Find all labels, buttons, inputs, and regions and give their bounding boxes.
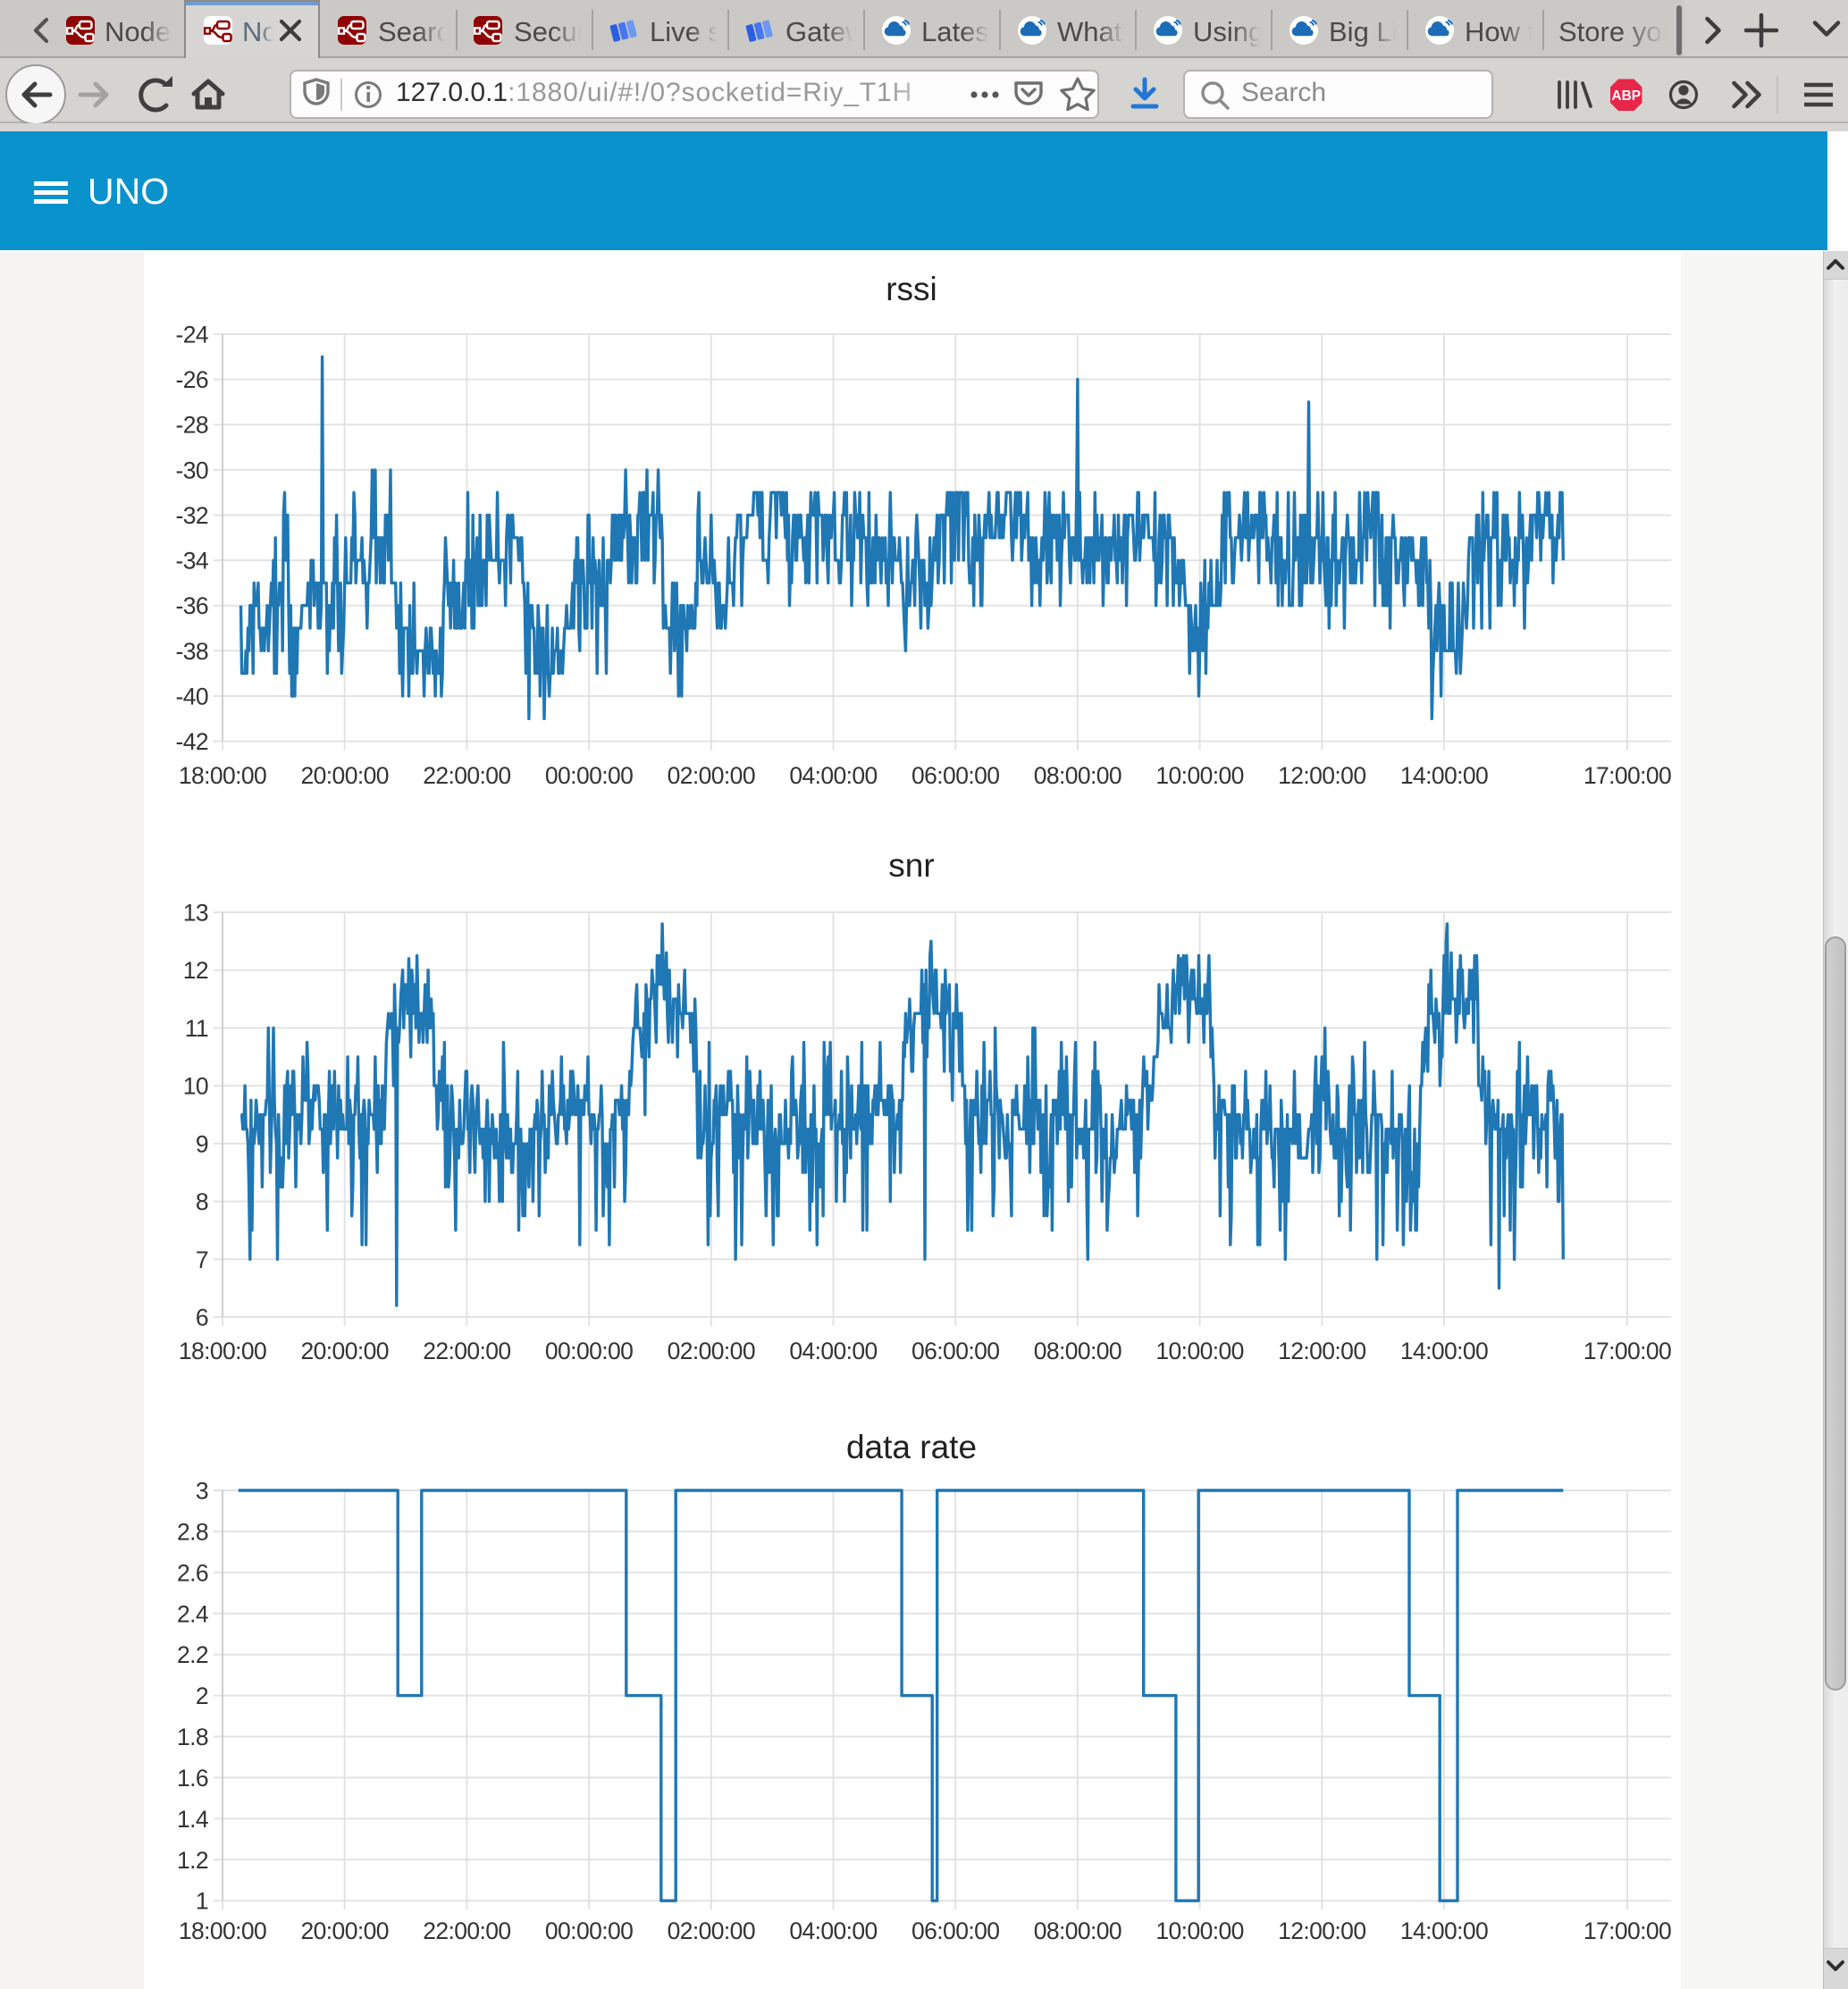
svg-text:04:00:00: 04:00:00 [789, 762, 877, 789]
svg-text:12:00:00: 12:00:00 [1278, 762, 1365, 789]
svg-text:20:00:00: 20:00:00 [301, 1918, 389, 1944]
svg-text:1.4: 1.4 [177, 1806, 208, 1833]
svg-text:1.2: 1.2 [177, 1847, 208, 1874]
svg-text:7: 7 [196, 1246, 208, 1273]
svg-text:-32: -32 [175, 502, 208, 529]
svg-text:2.6: 2.6 [177, 1559, 208, 1586]
svg-text:06:00:00: 06:00:00 [911, 762, 999, 789]
svg-text:14:00:00: 14:00:00 [1400, 762, 1488, 789]
svg-text:08:00:00: 08:00:00 [1034, 1918, 1121, 1944]
svg-text:-38: -38 [175, 638, 208, 665]
svg-text:1: 1 [196, 1888, 208, 1915]
svg-text:18:00:00: 18:00:00 [179, 1338, 266, 1364]
svg-text:06:00:00: 06:00:00 [911, 1918, 999, 1944]
svg-text:08:00:00: 08:00:00 [1034, 762, 1121, 789]
svg-text:06:00:00: 06:00:00 [911, 1338, 999, 1364]
svg-text:14:00:00: 14:00:00 [1400, 1338, 1488, 1364]
svg-text:-36: -36 [175, 592, 208, 619]
svg-text:22:00:00: 22:00:00 [423, 1338, 510, 1364]
svg-text:20:00:00: 20:00:00 [301, 762, 389, 789]
svg-text:18:00:00: 18:00:00 [179, 1918, 266, 1944]
svg-text:1.6: 1.6 [177, 1765, 208, 1792]
svg-text:02:00:00: 02:00:00 [668, 762, 755, 789]
svg-text:08:00:00: 08:00:00 [1034, 1338, 1121, 1364]
svg-text:6: 6 [196, 1305, 208, 1331]
svg-text:ABP: ABP [1611, 88, 1641, 104]
svg-text:10:00:00: 10:00:00 [1155, 762, 1243, 789]
svg-text:9: 9 [196, 1130, 208, 1157]
svg-text:8: 8 [196, 1188, 208, 1215]
svg-text:02:00:00: 02:00:00 [668, 1918, 755, 1944]
svg-text:13: 13 [183, 900, 208, 927]
svg-text:10: 10 [183, 1073, 208, 1100]
svg-text:1.8: 1.8 [177, 1724, 208, 1750]
svg-text:2.8: 2.8 [177, 1518, 208, 1545]
svg-text:10:00:00: 10:00:00 [1155, 1918, 1243, 1944]
svg-text:-34: -34 [175, 548, 208, 575]
svg-text:10:00:00: 10:00:00 [1155, 1338, 1243, 1364]
svg-text:-24: -24 [175, 322, 208, 348]
svg-text:17:00:00: 17:00:00 [1583, 1338, 1671, 1364]
svg-text:00:00:00: 00:00:00 [545, 762, 633, 789]
svg-text:data rate: data rate [846, 1429, 977, 1465]
svg-text:-30: -30 [175, 457, 208, 483]
svg-text:12: 12 [183, 957, 208, 984]
svg-text:20:00:00: 20:00:00 [301, 1338, 389, 1364]
svg-text:3: 3 [196, 1478, 208, 1505]
svg-text:2: 2 [196, 1683, 208, 1709]
svg-text:snr: snr [888, 847, 934, 884]
svg-text:17:00:00: 17:00:00 [1583, 762, 1671, 789]
svg-text:04:00:00: 04:00:00 [789, 1338, 877, 1364]
svg-text:00:00:00: 00:00:00 [545, 1338, 633, 1364]
svg-text:12:00:00: 12:00:00 [1278, 1918, 1365, 1944]
svg-text:00:00:00: 00:00:00 [545, 1918, 633, 1944]
svg-text:11: 11 [185, 1015, 208, 1042]
svg-text:02:00:00: 02:00:00 [668, 1338, 755, 1364]
svg-text:22:00:00: 22:00:00 [423, 762, 510, 789]
svg-text:-26: -26 [175, 366, 208, 393]
svg-text:-42: -42 [175, 728, 208, 755]
svg-text:04:00:00: 04:00:00 [789, 1918, 877, 1944]
svg-text:14:00:00: 14:00:00 [1400, 1918, 1488, 1944]
svg-text:17:00:00: 17:00:00 [1583, 1918, 1671, 1944]
svg-text:rssi: rssi [886, 271, 937, 307]
svg-text:18:00:00: 18:00:00 [179, 762, 266, 789]
svg-text:2.4: 2.4 [177, 1600, 208, 1627]
svg-text:2.2: 2.2 [177, 1641, 208, 1668]
svg-text:-40: -40 [175, 684, 208, 710]
svg-text:12:00:00: 12:00:00 [1278, 1338, 1365, 1364]
svg-text:22:00:00: 22:00:00 [423, 1918, 510, 1944]
svg-text:-28: -28 [175, 412, 208, 439]
